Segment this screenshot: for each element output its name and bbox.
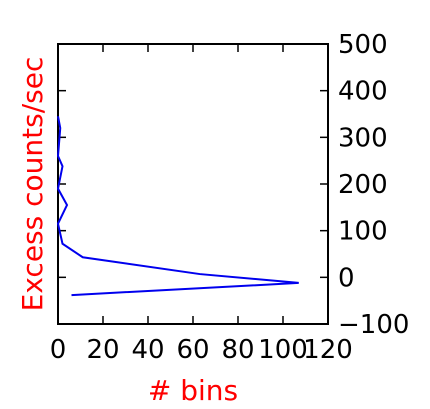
y-tick-label: 400 (338, 77, 388, 107)
x-tick-label: 40 (131, 335, 164, 365)
x-tick-label: 20 (86, 335, 119, 365)
x-axis-label: # bins (148, 374, 238, 407)
y-tick-label: 0 (338, 263, 355, 293)
x-tick-label: 120 (303, 335, 353, 365)
y-tick-label: 200 (338, 170, 388, 200)
y-tick-label: 100 (338, 217, 388, 247)
y-axis-ticks: −100 0 100 200 300 400 500 (58, 30, 409, 340)
y-axis-label: Excess counts/sec (16, 57, 49, 312)
y-tick-label: −100 (338, 310, 409, 340)
x-tick-label: 0 (50, 335, 67, 365)
y-tick-label: 300 (338, 123, 388, 153)
x-tick-label: 100 (258, 335, 308, 365)
series-line (56, 116, 299, 297)
x-tick-label: 80 (221, 335, 254, 365)
x-tick-label: 60 (176, 335, 209, 365)
y-tick-label: 500 (338, 30, 388, 60)
